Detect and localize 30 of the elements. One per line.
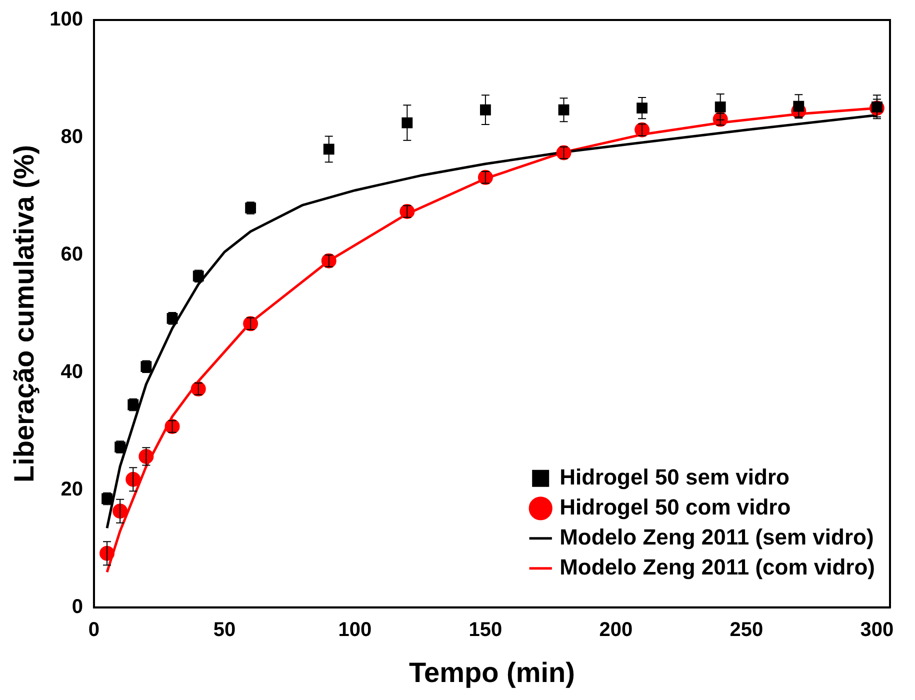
y-tick-label: 100 bbox=[50, 8, 83, 31]
x-tick-label: 200 bbox=[599, 618, 633, 641]
legend-label: Modelo Zeng 2011 (com vidro) bbox=[560, 554, 875, 580]
point bbox=[634, 122, 650, 138]
point bbox=[164, 418, 180, 434]
legend-label: Hidrogel 50 com vidro bbox=[560, 494, 791, 520]
x-tick-label: 150 bbox=[468, 618, 502, 641]
y-tick-label: 0 bbox=[72, 596, 83, 618]
x-tick-label: 50 bbox=[213, 618, 236, 641]
y-axis-title: Liberação cumulativa (%) bbox=[8, 144, 40, 483]
x-axis-title: Tempo (min) bbox=[409, 656, 575, 688]
legend-label: Hidrogel 50 sem vidro bbox=[560, 464, 790, 490]
point bbox=[126, 472, 141, 487]
point bbox=[714, 101, 726, 112]
x-tick-label: 0 bbox=[88, 618, 100, 641]
point bbox=[100, 546, 115, 561]
y-tick-label: 40 bbox=[60, 360, 83, 383]
point bbox=[636, 102, 648, 114]
point bbox=[138, 448, 154, 464]
y-tick-label: 20 bbox=[60, 478, 83, 500]
x-tick-label: 250 bbox=[730, 618, 764, 641]
point bbox=[190, 381, 206, 396]
x-tick-label: 100 bbox=[338, 618, 372, 641]
x-tick-label: 300 bbox=[860, 618, 894, 641]
y-tick-label: 80 bbox=[60, 126, 83, 148]
point bbox=[112, 504, 128, 519]
point bbox=[480, 104, 491, 116]
point bbox=[712, 112, 728, 127]
y-tick-label: 60 bbox=[60, 243, 83, 266]
legend-label: Modelo Zeng 2011 (sem vidro) bbox=[560, 524, 874, 550]
